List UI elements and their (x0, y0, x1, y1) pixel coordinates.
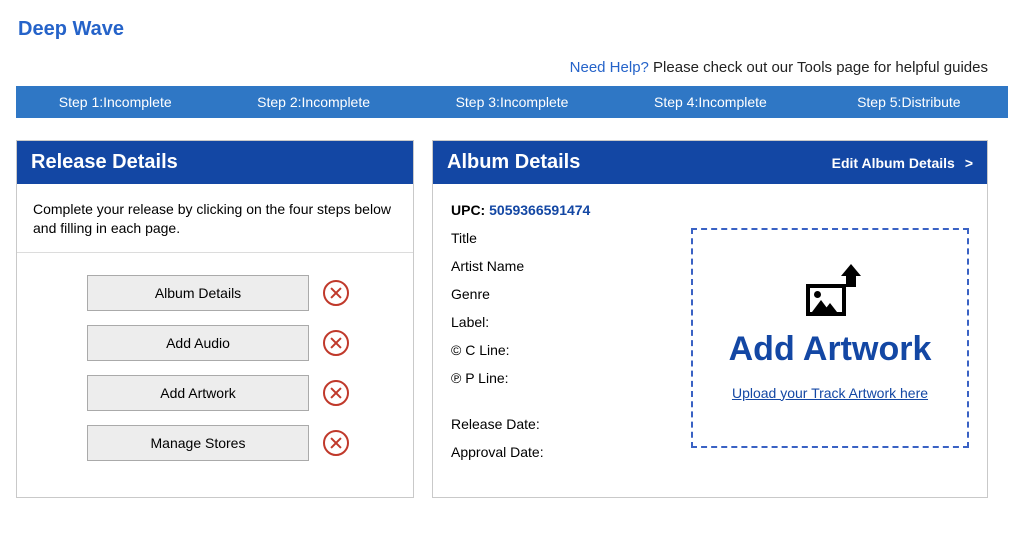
step-4[interactable]: Step 4:Incomplete (611, 94, 809, 110)
album-fields: UPC: 5059366591474 Title Artist Name Gen… (451, 202, 673, 472)
step-row-add-artwork: Add Artwork (87, 375, 373, 411)
help-bar: Need Help? Please check out our Tools pa… (0, 41, 1024, 86)
album-details-title: Album Details (447, 151, 580, 174)
step-row-add-audio: Add Audio (87, 325, 373, 361)
step-5[interactable]: Step 5:Distribute (810, 94, 1008, 110)
edit-album-details-link[interactable]: Edit Album Details > (832, 155, 973, 171)
field-genre: Genre (451, 286, 673, 302)
album-details-panel: Album Details Edit Album Details > UPC: … (432, 140, 988, 498)
brand-title: Deep Wave (0, 0, 1024, 41)
release-details-panel: Release Details Complete your release by… (16, 140, 414, 498)
steps-progress-bar: Step 1:Incomplete Step 2:Incomplete Step… (16, 86, 1008, 118)
release-details-title: Release Details (31, 151, 178, 174)
field-release-date: Release Date: (451, 416, 673, 432)
step-2[interactable]: Step 2:Incomplete (214, 94, 412, 110)
main-area: Release Details Complete your release by… (0, 118, 1024, 498)
album-body: UPC: 5059366591474 Title Artist Name Gen… (433, 184, 987, 490)
field-title: Title (451, 230, 673, 246)
upc-row: UPC: 5059366591474 (451, 202, 673, 218)
field-p-line: ℗ P Line: (451, 370, 673, 386)
album-details-button[interactable]: Album Details (87, 275, 309, 311)
manage-stores-button[interactable]: Manage Stores (87, 425, 309, 461)
add-artwork-dropzone[interactable]: Add Artwork Upload your Track Artwork he… (691, 228, 969, 448)
release-step-list: Album Details Add Audio Add Artwork Mana… (17, 253, 413, 497)
incomplete-icon (323, 330, 349, 356)
upc-label: UPC: (451, 202, 485, 218)
chevron-right-icon: > (965, 155, 973, 171)
field-c-line: © C Line: (451, 342, 673, 358)
step-3[interactable]: Step 3:Incomplete (413, 94, 611, 110)
step-row-album-details: Album Details (87, 275, 373, 311)
album-details-header: Album Details Edit Album Details > (433, 141, 987, 184)
release-subtitle: Complete your release by clicking on the… (17, 184, 413, 253)
release-details-header: Release Details (17, 141, 413, 184)
upload-artwork-link[interactable]: Upload your Track Artwork here (732, 385, 928, 401)
step-1[interactable]: Step 1:Incomplete (16, 94, 214, 110)
field-label: Label: (451, 314, 673, 330)
incomplete-icon (323, 380, 349, 406)
incomplete-icon (323, 430, 349, 456)
incomplete-icon (323, 280, 349, 306)
add-artwork-title: Add Artwork (729, 330, 932, 369)
upc-value: 5059366591474 (489, 202, 590, 218)
help-link[interactable]: Need Help? (570, 59, 649, 76)
upload-image-icon (806, 276, 854, 316)
help-text-body: Please check out our Tools page for help… (653, 59, 988, 76)
add-audio-button[interactable]: Add Audio (87, 325, 309, 361)
field-approval-date: Approval Date: (451, 444, 673, 460)
add-artwork-button[interactable]: Add Artwork (87, 375, 309, 411)
field-artist-name: Artist Name (451, 258, 673, 274)
edit-album-details-label: Edit Album Details (832, 155, 955, 171)
step-row-manage-stores: Manage Stores (87, 425, 373, 461)
